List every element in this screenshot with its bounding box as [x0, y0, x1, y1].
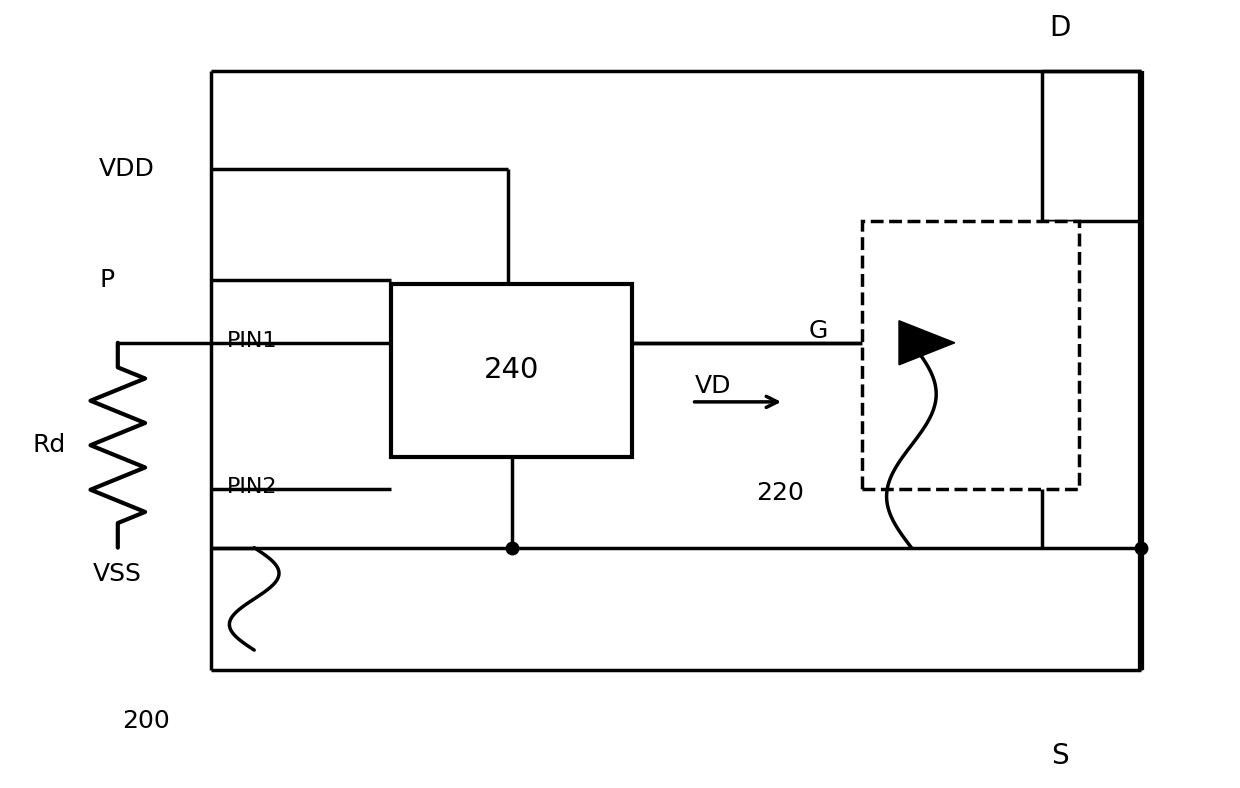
Text: 240: 240 [484, 356, 539, 385]
Text: VSS: VSS [93, 562, 141, 585]
Text: 220: 220 [756, 481, 805, 504]
Text: D: D [1049, 13, 1071, 42]
Text: G: G [808, 319, 828, 343]
Bar [391, 284, 632, 457]
Text: Rd: Rd [33, 433, 66, 457]
Text: 200: 200 [123, 709, 170, 733]
Text: PIN2: PIN2 [227, 477, 278, 497]
Text: VD: VD [694, 374, 730, 398]
Text: VDD: VDD [99, 158, 155, 181]
Text: PIN1: PIN1 [227, 331, 278, 351]
Bar [862, 221, 1079, 489]
Text: P: P [99, 268, 114, 292]
Polygon shape [899, 321, 955, 365]
Text: S: S [1052, 742, 1069, 771]
